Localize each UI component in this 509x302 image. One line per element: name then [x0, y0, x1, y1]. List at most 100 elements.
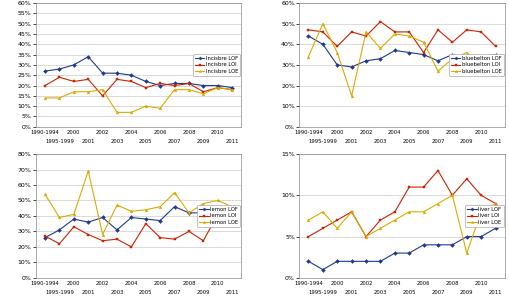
- Incisbre LOF: [42, 69, 48, 73]
- Incisbre LOE: [157, 106, 163, 110]
- Line: Incisbre LOE: Incisbre LOE: [44, 86, 233, 114]
- bluebelton LOF: [362, 59, 369, 63]
- liver LOF: [463, 235, 469, 238]
- bluebelton LOF: [448, 53, 455, 56]
- lemon LOE: [128, 210, 134, 213]
- lemon LOI: [171, 237, 177, 241]
- liver LOI: [463, 177, 469, 181]
- lemon LOF: [99, 216, 105, 219]
- bluebelton LOF: [492, 53, 498, 56]
- Incisbre LOE: [143, 104, 149, 108]
- Incisbre LOI: [200, 90, 206, 94]
- Incisbre LOI: [229, 88, 235, 92]
- bluebelton LOF: [420, 53, 426, 56]
- lemon LOI: [128, 245, 134, 249]
- liver LOI: [362, 235, 369, 238]
- liver LOF: [405, 251, 411, 255]
- Incisbre LOE: [171, 88, 177, 92]
- lemon LOF: [114, 228, 120, 232]
- liver LOI: [492, 202, 498, 205]
- Incisbre LOI: [56, 76, 63, 79]
- bluebelton LOF: [305, 34, 311, 38]
- Line: lemon LOI: lemon LOI: [44, 213, 233, 248]
- lemon LOE: [42, 192, 48, 196]
- Incisbre LOE: [128, 111, 134, 114]
- lemon LOF: [56, 228, 63, 232]
- lemon LOE: [157, 205, 163, 208]
- lemon LOE: [85, 169, 91, 173]
- liver LOF: [377, 259, 383, 263]
- bluebelton LOF: [348, 65, 354, 69]
- bluebelton LOF: [319, 43, 325, 46]
- lemon LOI: [214, 213, 220, 216]
- lemon LOF: [157, 219, 163, 222]
- Line: liver LOF: liver LOF: [306, 227, 496, 271]
- liver LOF: [492, 226, 498, 230]
- Incisbre LOE: [42, 96, 48, 100]
- liver LOF: [391, 251, 397, 255]
- liver LOI: [448, 194, 455, 197]
- liver LOI: [305, 235, 311, 238]
- Incisbre LOI: [85, 78, 91, 81]
- liver LOF: [319, 268, 325, 271]
- Incisbre LOE: [99, 88, 105, 92]
- lemon LOE: [171, 191, 177, 194]
- Line: bluebelton LOF: bluebelton LOF: [306, 35, 496, 68]
- liver LOE: [405, 210, 411, 214]
- liver LOI: [333, 218, 340, 222]
- bluebelton LOI: [305, 28, 311, 32]
- Incisbre LOE: [229, 88, 235, 92]
- Incisbre LOI: [71, 80, 77, 83]
- bluebelton LOI: [434, 28, 440, 32]
- bluebelton LOE: [319, 22, 325, 25]
- bluebelton LOF: [463, 57, 469, 60]
- Incisbre LOE: [214, 86, 220, 89]
- Line: liver LOI: liver LOI: [306, 169, 496, 238]
- Line: lemon LOF: lemon LOF: [44, 205, 233, 239]
- liver LOF: [333, 259, 340, 263]
- bluebelton LOI: [477, 30, 483, 34]
- Incisbre LOI: [214, 86, 220, 89]
- lemon LOF: [186, 211, 192, 215]
- Line: bluebelton LOI: bluebelton LOI: [306, 20, 496, 54]
- bluebelton LOF: [391, 49, 397, 52]
- liver LOI: [319, 226, 325, 230]
- lemon LOF: [128, 216, 134, 219]
- bluebelton LOE: [420, 40, 426, 44]
- bluebelton LOE: [348, 94, 354, 98]
- liver LOE: [319, 210, 325, 214]
- bluebelton LOE: [477, 65, 483, 69]
- lemon LOI: [143, 222, 149, 226]
- lemon LOI: [42, 234, 48, 238]
- bluebelton LOI: [492, 44, 498, 48]
- Incisbre LOI: [99, 94, 105, 98]
- Line: liver LOE: liver LOE: [306, 194, 496, 255]
- lemon LOI: [200, 239, 206, 243]
- lemon LOF: [42, 236, 48, 239]
- liver LOF: [448, 243, 455, 247]
- liver LOI: [391, 210, 397, 214]
- Incisbre LOI: [171, 84, 177, 87]
- bluebelton LOI: [348, 30, 354, 34]
- bluebelton LOE: [492, 65, 498, 69]
- liver LOI: [348, 210, 354, 214]
- Incisbre LOF: [229, 86, 235, 89]
- lemon LOI: [157, 236, 163, 239]
- lemon LOE: [114, 203, 120, 207]
- lemon LOF: [200, 211, 206, 215]
- liver LOI: [420, 185, 426, 189]
- Incisbre LOF: [157, 84, 163, 87]
- liver LOE: [463, 251, 469, 255]
- bluebelton LOF: [477, 55, 483, 59]
- Legend: liver LOF, liver LOI, liver LOE: liver LOF, liver LOI, liver LOE: [464, 205, 503, 227]
- liver LOE: [477, 210, 483, 214]
- lemon LOI: [186, 230, 192, 233]
- Incisbre LOF: [200, 84, 206, 87]
- liver LOE: [377, 226, 383, 230]
- liver LOE: [448, 194, 455, 197]
- bluebelton LOE: [333, 51, 340, 54]
- bluebelton LOF: [333, 63, 340, 67]
- Incisbre LOF: [85, 55, 91, 59]
- Incisbre LOF: [71, 63, 77, 67]
- lemon LOE: [56, 216, 63, 219]
